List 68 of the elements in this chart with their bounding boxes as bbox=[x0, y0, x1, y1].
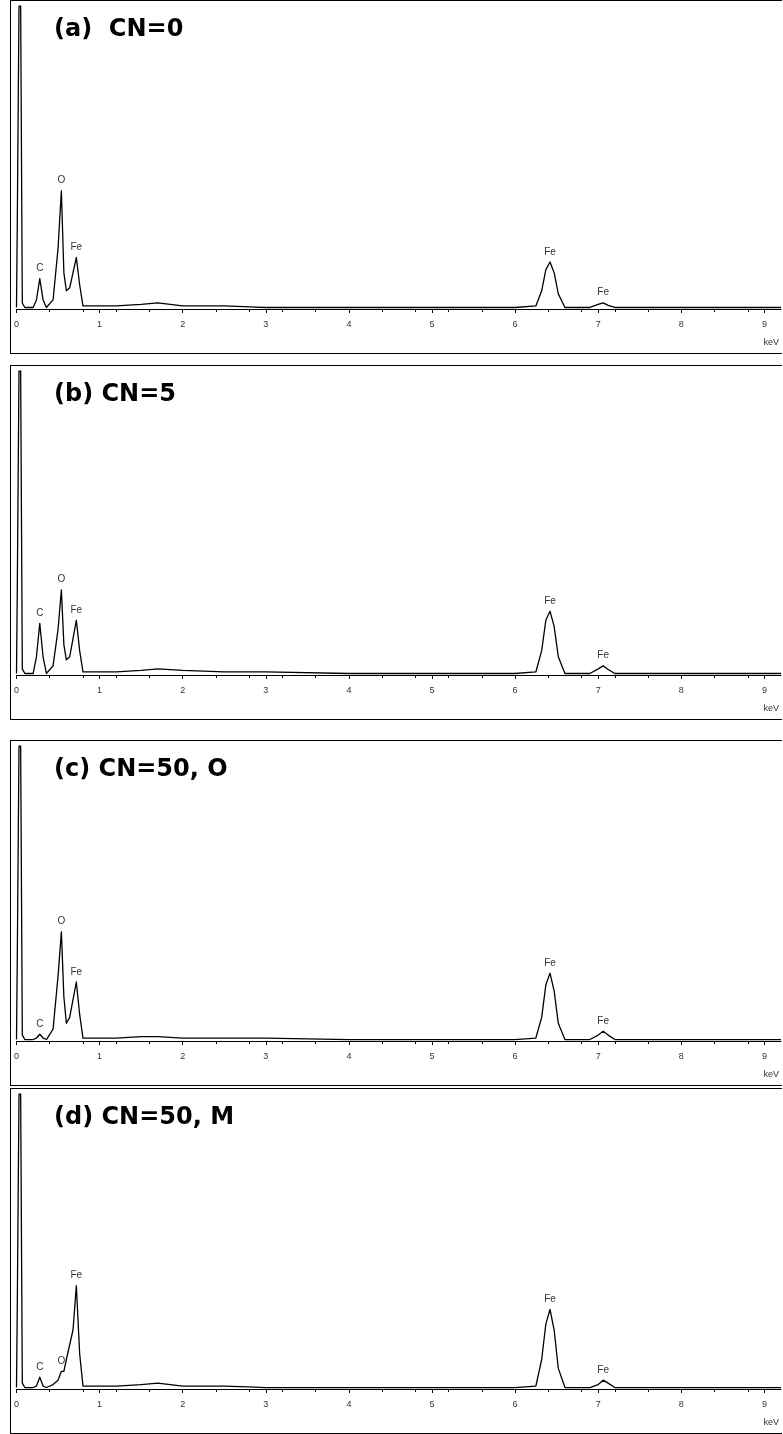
x-tick-label: 3 bbox=[263, 684, 269, 695]
x-tick-label: 2 bbox=[180, 1398, 186, 1409]
x-tick-label: 4 bbox=[346, 1050, 352, 1061]
x-tick-label: 6 bbox=[512, 318, 518, 329]
annotation: Fe bbox=[597, 1014, 610, 1026]
x-tick-label: 5 bbox=[429, 1398, 435, 1409]
x-tick-label: 5 bbox=[429, 684, 435, 695]
x-tick-label: 7 bbox=[595, 1050, 601, 1061]
annotation: Fe bbox=[544, 245, 557, 257]
annotation: Fe bbox=[597, 286, 610, 298]
annotation: C bbox=[36, 1017, 44, 1029]
x-tick-label: 4 bbox=[346, 1398, 352, 1409]
x-tick-label: 1 bbox=[97, 684, 103, 695]
annotation: Fe bbox=[544, 956, 557, 968]
x-tick-label: 6 bbox=[512, 684, 518, 695]
x-tick-label: 5 bbox=[429, 1050, 435, 1061]
annotation: O bbox=[57, 174, 66, 186]
annotation: Fe bbox=[70, 240, 83, 252]
x-tick-label: 3 bbox=[263, 1398, 269, 1409]
x-tick-label: 8 bbox=[678, 1050, 684, 1061]
x-tick-label: 4 bbox=[346, 318, 352, 329]
annotation: O bbox=[57, 573, 66, 585]
x-tick-label: 6 bbox=[512, 1398, 518, 1409]
x-tick-label: 5 bbox=[429, 318, 435, 329]
annotation: Fe bbox=[70, 965, 83, 977]
x-tick-label: 7 bbox=[595, 684, 601, 695]
chart-title: (a) CN=0 bbox=[54, 14, 184, 42]
x-tick-label: 8 bbox=[678, 318, 684, 329]
x-axis-title: keV bbox=[763, 1068, 779, 1079]
x-tick-label: 8 bbox=[678, 684, 684, 695]
x-axis-title: keV bbox=[763, 336, 779, 347]
annotation: O bbox=[57, 1354, 66, 1366]
x-tick-label: 0 bbox=[13, 1398, 20, 1409]
x-tick-label: 1 bbox=[97, 1398, 103, 1409]
x-tick-label: 8 bbox=[678, 1398, 684, 1409]
annotation: Fe bbox=[544, 594, 557, 606]
chart-title: (b) CN=5 bbox=[54, 379, 176, 407]
x-tick-label: 7 bbox=[595, 318, 601, 329]
x-axis-title: keV bbox=[763, 702, 779, 713]
x-tick-label: 1 bbox=[97, 318, 103, 329]
x-tick-label: 2 bbox=[180, 1050, 186, 1061]
x-tick-label: 2 bbox=[180, 318, 186, 329]
x-tick-label: 9 bbox=[761, 1050, 767, 1061]
x-tick-label: 9 bbox=[761, 684, 767, 695]
x-tick-label: 9 bbox=[761, 318, 767, 329]
annotation: Fe bbox=[70, 603, 83, 615]
annotation: O bbox=[57, 915, 66, 927]
x-tick-label: 4 bbox=[346, 684, 352, 695]
x-tick-label: 9 bbox=[761, 1398, 767, 1409]
annotation: Fe bbox=[597, 1363, 610, 1375]
annotation: Fe bbox=[544, 1292, 557, 1304]
annotation: C bbox=[36, 606, 44, 618]
x-tick-label: 0 bbox=[13, 684, 20, 695]
x-tick-label: 0 bbox=[13, 1050, 20, 1061]
x-tick-label: 6 bbox=[512, 1050, 518, 1061]
annotation: C bbox=[36, 262, 44, 274]
x-tick-label: 3 bbox=[263, 318, 269, 329]
x-tick-label: 1 bbox=[97, 1050, 103, 1061]
annotation: Fe bbox=[597, 649, 610, 661]
x-tick-label: 0 bbox=[13, 318, 20, 329]
chart-title: (d) CN=50, M bbox=[54, 1102, 235, 1130]
annotation: Fe bbox=[70, 1269, 83, 1281]
x-tick-label: 7 bbox=[595, 1398, 601, 1409]
chart-title: (c) CN=50, O bbox=[54, 754, 228, 782]
x-axis-title: keV bbox=[763, 1416, 779, 1427]
annotation: C bbox=[36, 1360, 44, 1372]
x-tick-label: 2 bbox=[180, 684, 186, 695]
x-tick-label: 3 bbox=[263, 1050, 269, 1061]
